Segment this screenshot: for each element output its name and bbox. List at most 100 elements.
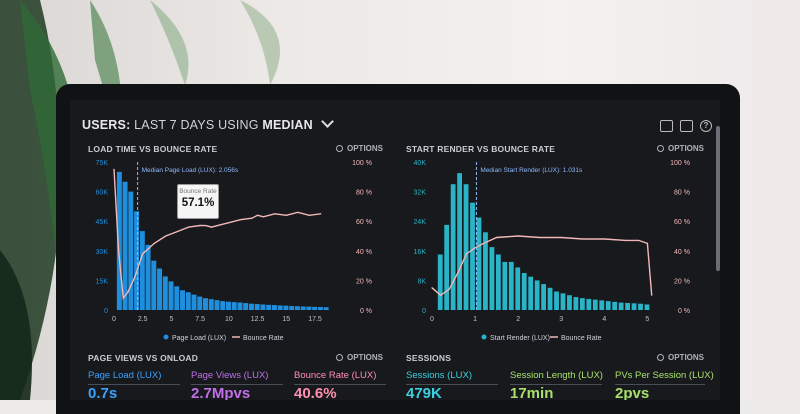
y-tick-label: 45K (96, 219, 109, 226)
bounce-rate-point (127, 291, 129, 293)
bar (122, 181, 128, 310)
options-label: OPTIONS (668, 353, 705, 362)
bar (625, 302, 630, 310)
y2-tick-label: 100 % (670, 160, 690, 167)
bounce-rate-point (625, 239, 627, 242)
bar (483, 232, 488, 310)
x-tick-label: 2 (516, 316, 520, 323)
dashboard-title[interactable]: USERS: LAST 7 DAYS USING MEDIAN (82, 115, 334, 132)
bounce-rate-point (582, 238, 584, 240)
bar (277, 305, 283, 310)
options-button[interactable]: OPTIONS (657, 144, 704, 153)
x-tick-label: 1 (473, 316, 477, 323)
bounce-rate-point (122, 297, 124, 299)
bounce-rate-tooltip: Bounce Rate 57.1% (177, 184, 219, 219)
bar (191, 294, 197, 310)
bounce-rate-point (176, 230, 178, 233)
bounce-rate-line (113, 169, 321, 301)
bar (554, 291, 559, 310)
divider (191, 384, 283, 385)
bar (541, 284, 546, 310)
x-tick-label: 12.5 (251, 316, 265, 323)
bounce-rate-point (285, 214, 287, 216)
x-tick-label: 15 (282, 316, 290, 323)
title-stat: MEDIAN (262, 118, 313, 132)
bar (508, 261, 514, 310)
bar (502, 261, 508, 310)
metric-value-session-length: 17min (510, 385, 554, 400)
bar (323, 307, 329, 310)
bar (612, 301, 618, 310)
bounce-rate-point (474, 247, 476, 249)
bounce-rate-point (638, 239, 640, 242)
y-tick-label: 60K (96, 190, 109, 197)
bar (168, 281, 174, 310)
scrollbar[interactable] (716, 126, 720, 271)
y-tick-label: 0 (104, 308, 108, 315)
bounce-rate-point (448, 288, 450, 290)
metric-value-page-views: 2.7Mpvs (191, 385, 251, 400)
metric-label-pvs-per-session: PVs Per Session (LUX) (615, 370, 714, 381)
gear-icon (336, 145, 343, 152)
bar (151, 260, 157, 310)
bar (618, 302, 624, 310)
load-time-panel: LOAD TIME VS BOUNCE RATE OPTIONS 75K 60K 4… (88, 144, 388, 344)
y-tick-label: 0 (422, 308, 426, 315)
legend-marker (481, 334, 487, 340)
y2-tick-label: 80 % (674, 190, 690, 197)
bounce-rate-point (440, 294, 442, 296)
bounce-rate-point (517, 235, 519, 237)
monitor-icon[interactable] (660, 120, 673, 132)
bar (457, 173, 462, 310)
bar (437, 254, 443, 310)
bar (134, 211, 140, 310)
options-button[interactable]: OPTIONS (336, 353, 383, 362)
options-button[interactable]: OPTIONS (657, 353, 704, 362)
bar (162, 276, 168, 310)
bar (197, 296, 203, 310)
help-icon[interactable]: ? (700, 120, 712, 132)
y-tick-label: 16K (414, 249, 427, 256)
bar (317, 307, 323, 310)
gear-icon (336, 354, 343, 361)
panel-title: PAGE VIEWS VS ONLOAD (88, 353, 199, 363)
y-tick-label: 24K (414, 219, 427, 226)
bar (248, 303, 254, 310)
bounce-rate-point (188, 226, 190, 228)
bounce-rate-point (496, 236, 498, 239)
options-button[interactable]: OPTIONS (336, 144, 383, 153)
bar (300, 306, 306, 310)
bar (463, 184, 469, 310)
bar (283, 305, 289, 310)
bounce-rate-point (431, 287, 433, 289)
y2-tick-label: 0 % (360, 308, 372, 315)
bounce-rate-point (646, 242, 648, 244)
bounce-rate-point (274, 213, 276, 215)
bounce-rate-point (165, 235, 167, 237)
bounce-rate-point (297, 211, 299, 213)
bar (208, 299, 214, 310)
bounce-rate-point (134, 276, 136, 279)
y2-tick-label: 20 % (356, 278, 372, 285)
median-label: Median Page Load (LUX): 2.056s (142, 167, 239, 174)
chevron-down-icon[interactable] (320, 115, 334, 128)
bar (139, 231, 145, 310)
image-icon[interactable] (680, 120, 693, 132)
y-tick-label: 8K (417, 278, 426, 285)
y2-tick-label: 20 % (674, 278, 690, 285)
x-tick-label: 2.5 (138, 316, 148, 323)
bounce-rate-point (465, 253, 468, 255)
bar (644, 304, 650, 310)
bounce-rate-point (239, 219, 241, 221)
panel-title: LOAD TIME VS BOUNCE RATE (88, 144, 218, 154)
x-tick-label: 5 (169, 316, 173, 323)
x-tick-label: 3 (559, 316, 563, 323)
panel-title: START RENDER VS BOUNCE RATE (406, 144, 556, 154)
bounce-rate-point (113, 168, 115, 170)
divider (510, 384, 602, 385)
bar (220, 301, 226, 310)
bar (547, 287, 553, 310)
bar (515, 267, 521, 310)
bar (174, 286, 180, 310)
bar (231, 302, 237, 310)
